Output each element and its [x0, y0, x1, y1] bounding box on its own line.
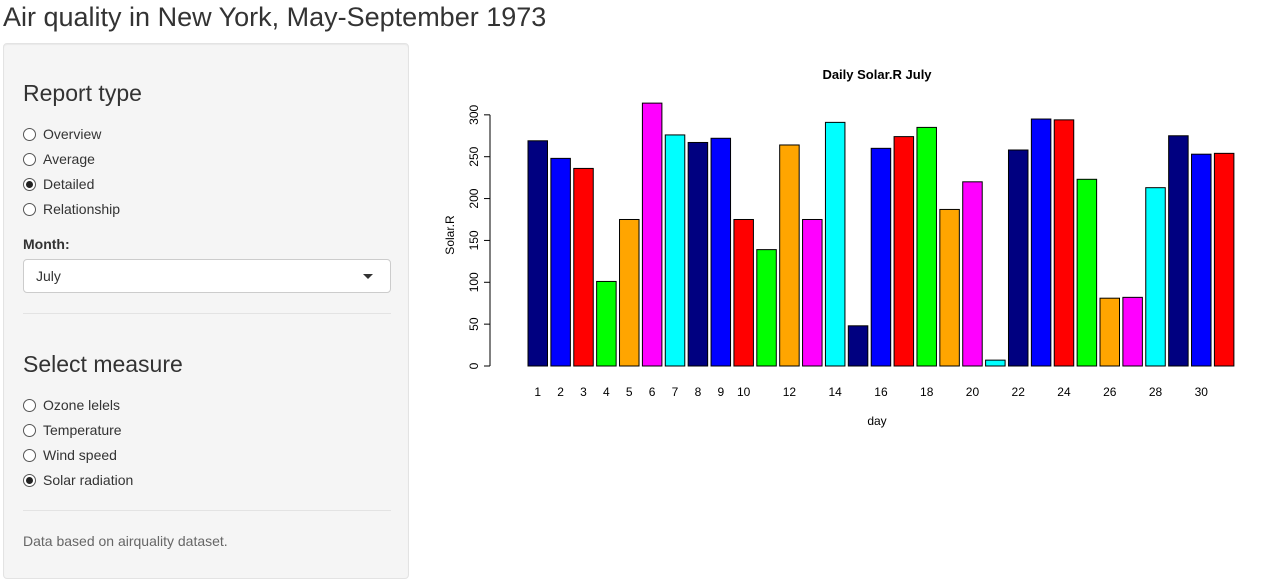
x-tick-label: 1 [534, 385, 541, 399]
x-axis-label: day [867, 414, 886, 428]
page-title: Air quality in New York, May-September 1… [3, 2, 547, 32]
section-divider [23, 313, 391, 314]
radio-label: Temperature [43, 422, 122, 438]
radio-circle[interactable] [23, 448, 36, 462]
x-tick-label: 20 [966, 385, 980, 399]
month-select[interactable]: July [23, 259, 391, 293]
bar-day-13 [802, 218, 823, 367]
radio-label: Relationship [43, 201, 121, 217]
bar-day-21 [985, 359, 1006, 367]
bar-day-7 [664, 134, 686, 367]
bar-day-10 [733, 218, 754, 367]
report-type-heading: Report type [23, 80, 142, 106]
radio-selected-dot [26, 476, 33, 484]
bar-day-26 [1099, 297, 1120, 367]
x-tick-label: 16 [874, 385, 888, 399]
bar-day-4 [596, 280, 617, 367]
bar-day-19 [939, 208, 960, 367]
x-tick-label: 10 [737, 385, 751, 399]
y-tick-label: 200 [467, 188, 481, 208]
bar-day-11 [756, 249, 777, 367]
radio-report-relationship[interactable]: Relationship [23, 199, 120, 219]
bar-day-25 [1076, 178, 1098, 367]
radio-circle-selected[interactable] [23, 177, 36, 191]
bar-day-29 [1168, 135, 1189, 367]
radio-report-overview[interactable]: Overview [23, 124, 101, 144]
bar-day-28 [1145, 187, 1166, 367]
bar-day-6 [641, 102, 663, 367]
month-select-value: July [36, 268, 61, 284]
bar-day-1 [527, 140, 548, 367]
bar-day-23 [1030, 118, 1052, 367]
bar-day-18 [916, 126, 937, 367]
bar-day-5 [619, 218, 640, 367]
chart-title: Daily Solar.R July [822, 67, 932, 82]
x-tick-label: 22 [1012, 385, 1026, 399]
radio-measure-solar[interactable]: Solar radiation [23, 470, 133, 490]
bar-day-15 [847, 325, 869, 367]
radio-label: Solar radiation [43, 472, 134, 488]
bar-chart: Daily Solar.R July 0 50 100 150 200 250 300 Sola… [443, 67, 1235, 428]
radio-label: Overview [43, 126, 102, 142]
radio-circle[interactable] [23, 127, 36, 141]
bar-day-17 [893, 136, 915, 367]
radio-label: Ozone lelels [43, 397, 121, 413]
x-tick-label: 14 [829, 385, 843, 399]
bar-day-16 [870, 147, 892, 367]
radio-report-detailed[interactable]: Detailed [23, 174, 94, 194]
x-tick-label: 4 [603, 385, 610, 399]
radio-measure-ozone[interactable]: Ozone lelels [23, 395, 120, 415]
radio-circle-selected[interactable] [23, 473, 36, 487]
bar-day-30 [1191, 153, 1212, 367]
sidebar-panel: Report type Overview Average Detailed Re… [3, 43, 409, 579]
x-tick-label: 9 [717, 385, 724, 399]
month-label: Month: [23, 236, 70, 252]
select-measure-heading: Select measure [23, 351, 183, 377]
radio-measure-temperature[interactable]: Temperature [23, 420, 122, 440]
x-tick-label: 8 [695, 385, 702, 399]
radio-circle[interactable] [23, 202, 36, 216]
radio-selected-dot [26, 180, 33, 188]
radio-label: Detailed [43, 176, 95, 192]
radio-circle[interactable] [23, 423, 36, 437]
y-tick-label: 100 [467, 272, 481, 292]
bar-day-24 [1053, 119, 1075, 367]
x-tick-label: 12 [783, 385, 797, 399]
bar-day-27 [1122, 296, 1143, 367]
y-axis-label: Solar.R [443, 215, 457, 255]
y-tick-label: 0 [467, 362, 481, 369]
section-divider [23, 510, 391, 511]
y-tick-label: 150 [467, 230, 481, 250]
x-tick-label: 30 [1195, 385, 1209, 399]
x-tick-label: 6 [649, 385, 656, 399]
x-tick-label: 28 [1149, 385, 1163, 399]
chevron-down-icon[interactable] [363, 274, 373, 279]
bar-day-20 [962, 181, 983, 367]
bar-day-14 [824, 121, 846, 367]
x-tick-label: 18 [920, 385, 934, 399]
radio-circle[interactable] [23, 398, 36, 412]
radio-label: Wind speed [43, 447, 117, 463]
x-tick-label: 24 [1057, 385, 1071, 399]
x-tick-label: 26 [1103, 385, 1117, 399]
radio-report-average[interactable]: Average [23, 149, 95, 169]
y-tick-label: 250 [467, 146, 481, 166]
bar-day-12 [779, 144, 800, 367]
y-tick-label: 300 [467, 105, 481, 125]
x-tick-label: 2 [557, 385, 564, 399]
bar-day-22 [1007, 149, 1029, 367]
x-tick-label: 7 [672, 385, 679, 399]
x-tick-label: 5 [626, 385, 633, 399]
data-source-note: Data based on airquality dataset. [23, 533, 228, 549]
bar-day-2 [550, 157, 571, 367]
bar-day-8 [687, 141, 709, 367]
bar-day-3 [573, 167, 594, 367]
radio-circle[interactable] [23, 152, 36, 166]
bar-day-31 [1213, 152, 1235, 367]
radio-label: Average [43, 151, 95, 167]
radio-measure-wind[interactable]: Wind speed [23, 445, 117, 465]
y-tick-label: 50 [467, 317, 481, 331]
bar-day-9 [710, 137, 732, 367]
x-tick-label: 3 [580, 385, 587, 399]
